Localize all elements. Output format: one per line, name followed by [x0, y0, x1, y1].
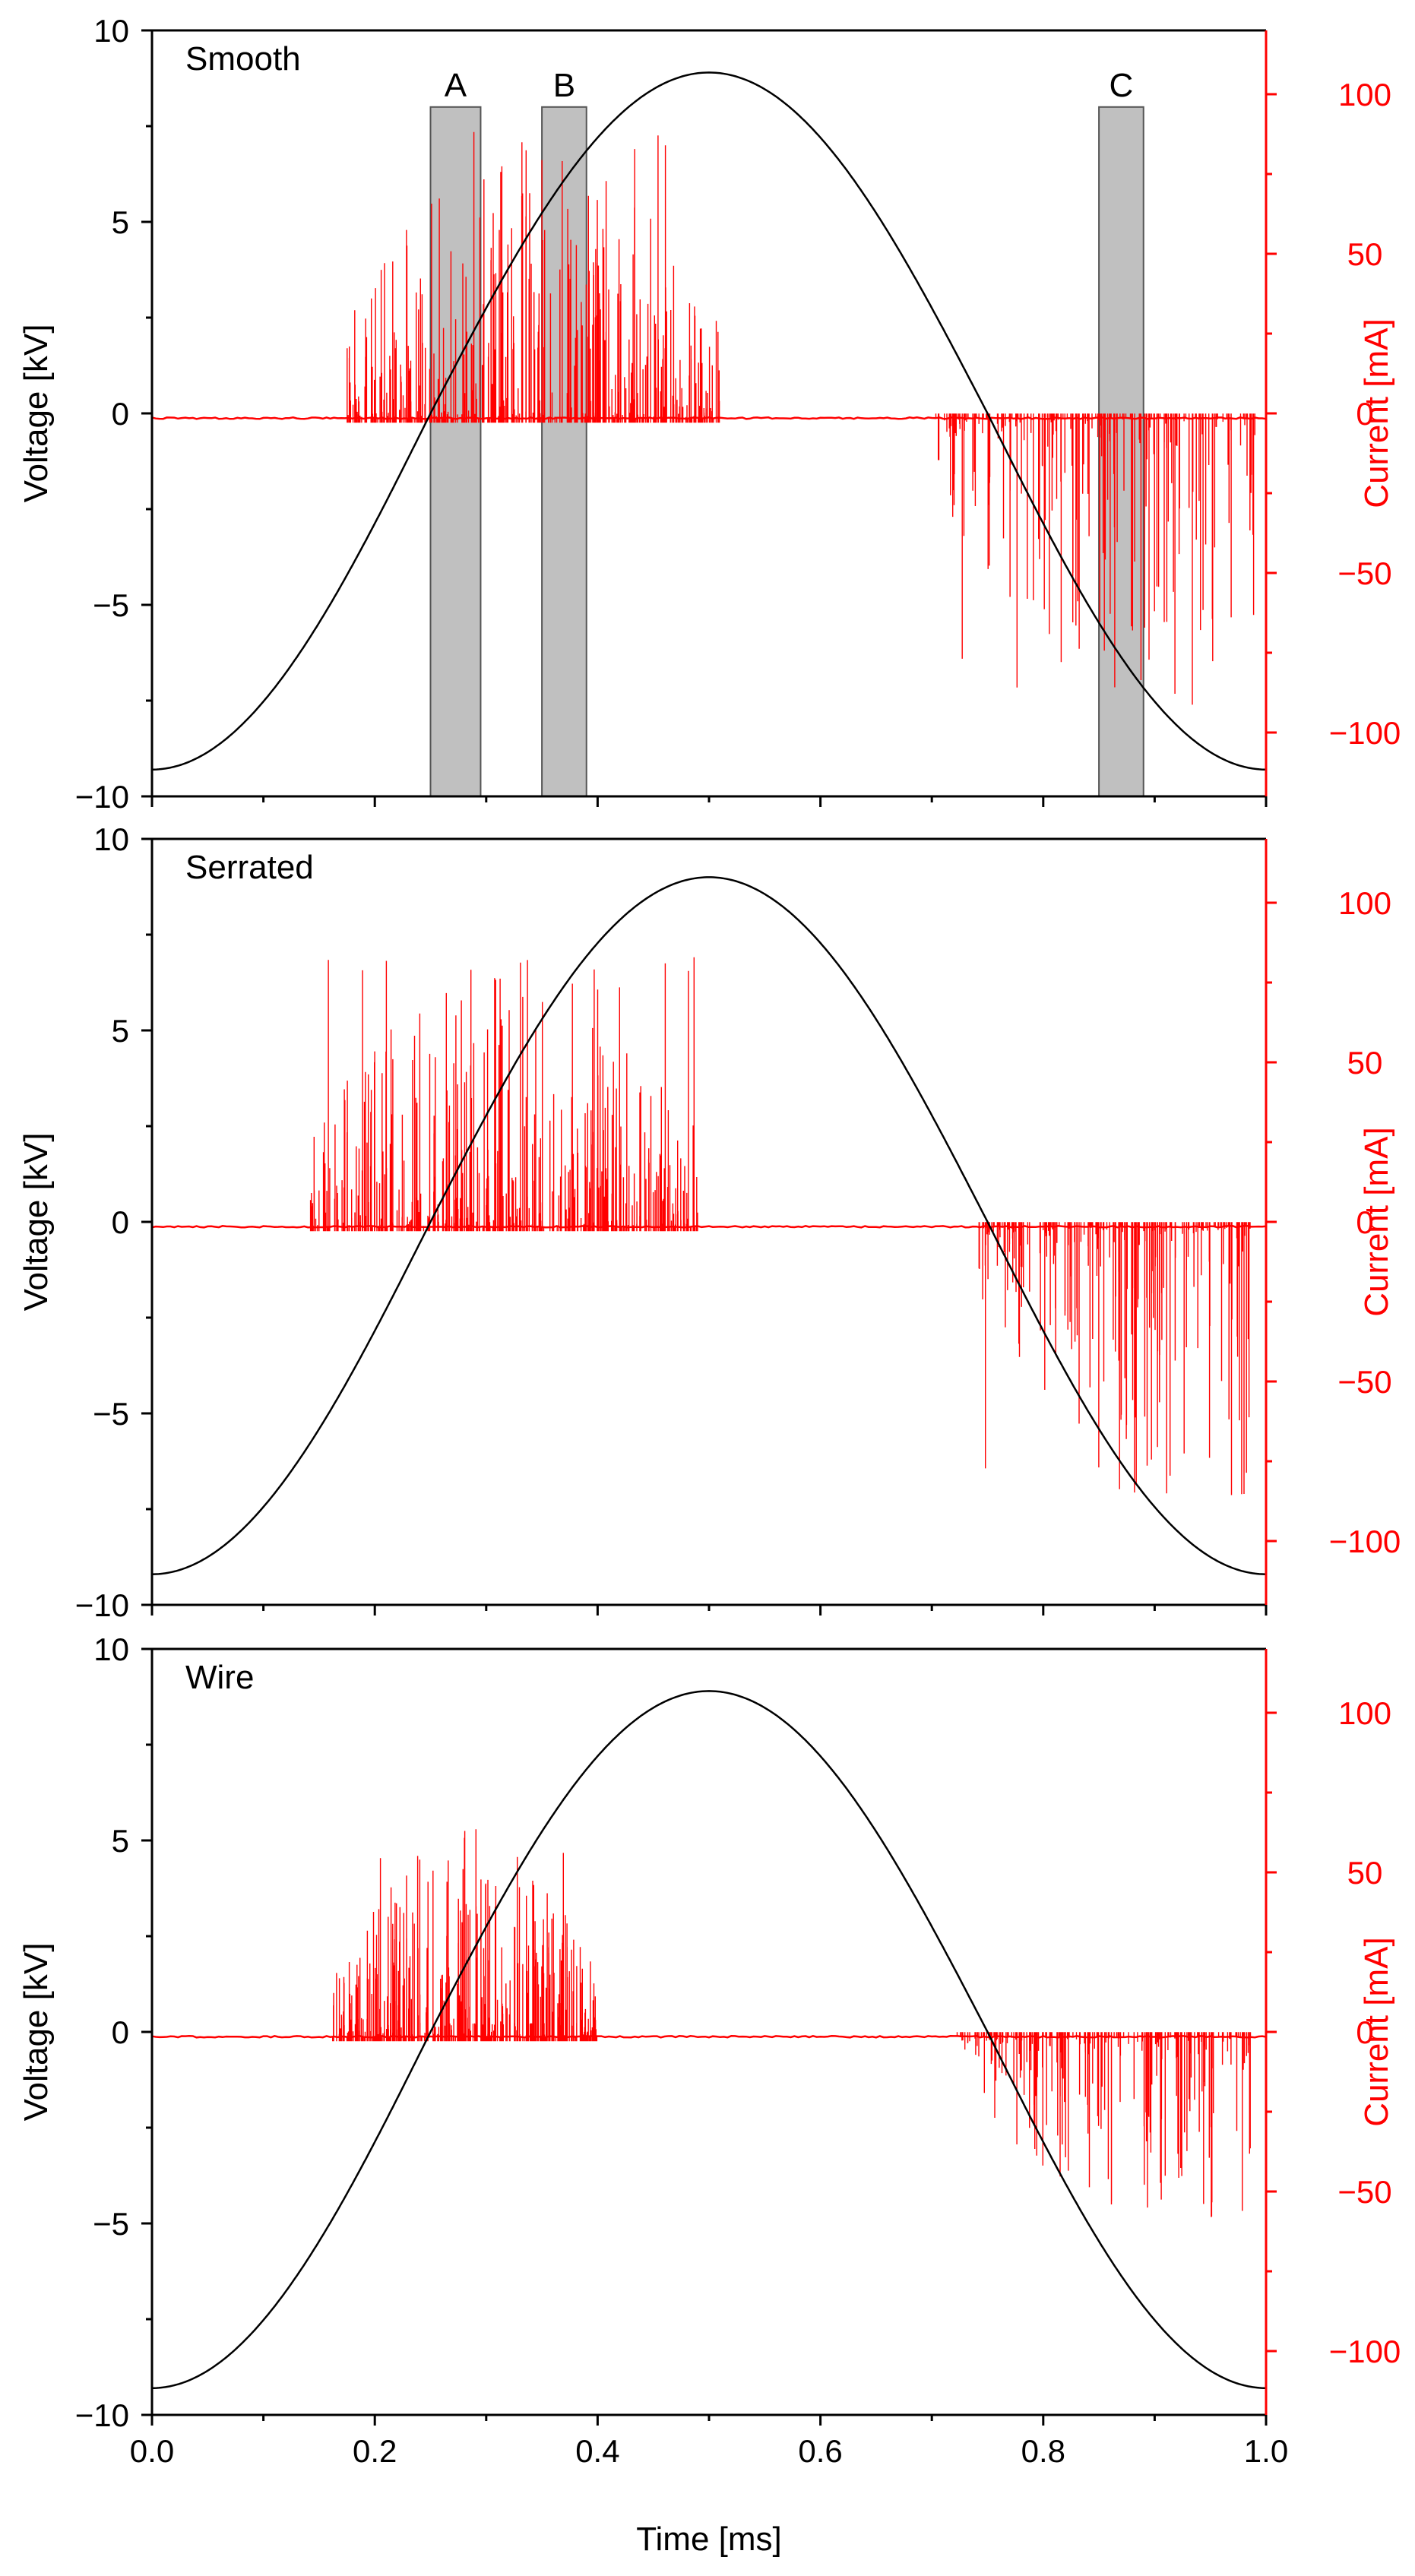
- left-tick-label: 10: [93, 821, 129, 857]
- highlight-regions: A B C: [429, 67, 1144, 798]
- voltage-curve: [152, 71, 1266, 771]
- left-tick-label: 5: [112, 1013, 129, 1049]
- region-a-box: [429, 106, 482, 798]
- voltage-curve: [152, 1690, 1266, 2389]
- right-tick-label: 50: [1347, 1045, 1383, 1081]
- right-tick-label: 100: [1338, 1695, 1391, 1731]
- left-tick-label: 10: [93, 1631, 129, 1667]
- right-axis-title: Current [mA]: [1358, 318, 1395, 508]
- right-tick-label: −50: [1337, 2174, 1391, 2210]
- region-c-box: [1098, 106, 1144, 798]
- x-tick-label: 0.0: [130, 2433, 174, 2469]
- region-b-label: B: [553, 67, 575, 104]
- right-tick-label: −50: [1337, 1364, 1391, 1400]
- current-negative-spikes: [935, 413, 1255, 705]
- right-tick-label: −100: [1329, 1524, 1401, 1559]
- panel-title: Wire: [185, 1659, 254, 1696]
- current-series: [151, 957, 1267, 1495]
- panel-title: Smooth: [185, 40, 301, 78]
- right-tick-label: 50: [1347, 1855, 1383, 1891]
- left-tick-label: −10: [75, 779, 129, 815]
- region-a-label: A: [445, 67, 467, 104]
- current-positive-spikes: [332, 1829, 598, 2042]
- voltage-curve: [151, 876, 1267, 1575]
- right-tick-label: −100: [1329, 2334, 1401, 2369]
- left-tick-label: −10: [75, 1587, 129, 1623]
- current-negative-spikes: [956, 2032, 1252, 2217]
- region-b-box: [541, 106, 587, 798]
- left-axis-title: Voltage [kV]: [17, 1133, 55, 1312]
- left-tick-label: −10: [75, 2397, 129, 2433]
- left-tick-label: 5: [112, 1823, 129, 1859]
- current-positive-spikes: [347, 131, 720, 423]
- right-axis-title: Current [mA]: [1358, 1127, 1395, 1316]
- left-tick-label: −5: [93, 1396, 129, 1432]
- current-series: [151, 131, 1267, 705]
- x-axis-title: Time [ms]: [636, 2521, 781, 2558]
- current-negative-spikes: [978, 1222, 1251, 1495]
- left-tick-label: 5: [112, 204, 129, 240]
- right-tick-label: 100: [1338, 77, 1391, 112]
- left-tick-label: 0: [112, 1204, 129, 1240]
- region-c-label: C: [1110, 67, 1134, 104]
- x-tick-label: 0.6: [798, 2433, 842, 2469]
- current-positive-spikes: [309, 957, 698, 1232]
- right-tick-label: −100: [1329, 715, 1401, 751]
- x-tick-label: 1.0: [1244, 2433, 1288, 2469]
- right-tick-label: 0: [1356, 396, 1373, 432]
- x-tick-label: 0.2: [353, 2433, 397, 2469]
- x-tick-label: 0.4: [575, 2433, 619, 2469]
- right-tick-label: 100: [1338, 885, 1391, 921]
- panel-title: Serrated: [185, 849, 314, 886]
- left-tick-label: 10: [93, 13, 129, 49]
- x-tick-label: 0.8: [1021, 2433, 1065, 2469]
- right-tick-label: 0: [1356, 2014, 1373, 2050]
- right-tick-label: 50: [1347, 236, 1383, 272]
- right-tick-label: −50: [1337, 555, 1391, 591]
- left-tick-label: 0: [112, 396, 129, 432]
- left-tick-label: 0: [112, 2014, 129, 2050]
- left-axis-title: Voltage [kV]: [17, 1943, 55, 2122]
- current-series: [151, 1829, 1267, 2217]
- right-axis-title: Current [mA]: [1358, 1937, 1395, 2126]
- left-axis-title: Voltage [kV]: [17, 324, 55, 503]
- left-tick-label: −5: [93, 587, 129, 623]
- left-tick-label: −5: [93, 2206, 129, 2242]
- right-tick-label: 0: [1356, 1204, 1373, 1240]
